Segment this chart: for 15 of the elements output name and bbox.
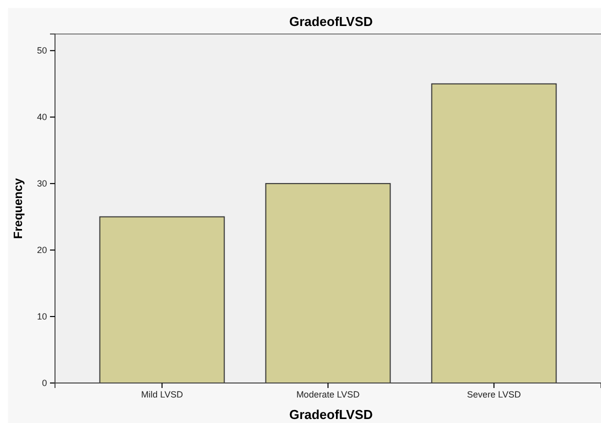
- x-tick-label: Mild LVSD: [141, 389, 184, 400]
- y-tick-label: 40: [36, 112, 47, 122]
- x-tick-label: Severe LVSD: [467, 389, 522, 400]
- bar: [99, 216, 225, 384]
- y-tick-label: 0: [42, 378, 47, 388]
- y-tick-label: 20: [36, 244, 47, 255]
- chart-title: GradeofLVSD: [289, 14, 373, 29]
- y-axis-title: Frequency: [11, 178, 25, 239]
- y-tick-label: 10: [36, 311, 47, 322]
- y-tick-label: 30: [36, 178, 47, 188]
- bar: [431, 83, 557, 384]
- bar: [265, 183, 391, 384]
- y-tick-label: 50: [36, 46, 47, 56]
- x-axis-title: GradeofLVSD: [289, 407, 373, 422]
- x-tick-label: Moderate LVSD: [296, 389, 360, 400]
